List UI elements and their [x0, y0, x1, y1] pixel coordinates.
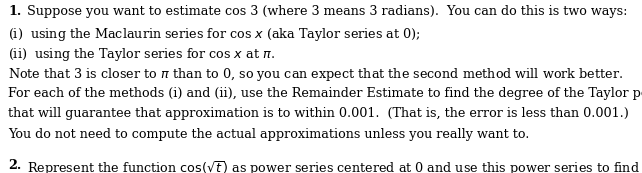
Text: You do not need to compute the actual approximations unless you really want to.: You do not need to compute the actual ap… [8, 128, 530, 141]
Text: Represent the function $\cos(\sqrt{t})$ as power series centered at 0 and use th: Represent the function $\cos(\sqrt{t})$ … [27, 159, 642, 173]
Text: (i)  using the Maclaurin series for cos $x$ (aka Taylor series at 0);: (i) using the Maclaurin series for cos $… [8, 26, 421, 43]
Text: Note that 3 is closer to $\pi$ than to 0, so you can expect that the second meth: Note that 3 is closer to $\pi$ than to 0… [8, 66, 623, 83]
Text: 2.: 2. [8, 159, 22, 172]
Text: (ii)  using the Taylor series for cos $x$ at $\pi$.: (ii) using the Taylor series for cos $x$… [8, 46, 275, 63]
Text: For each of the methods (i) and (ii), use the Remainder Estimate to find the deg: For each of the methods (i) and (ii), us… [8, 87, 642, 100]
Text: that will guarantee that approximation is to within 0.001.  (That is, the error : that will guarantee that approximation i… [8, 107, 629, 120]
Text: 1.: 1. [8, 5, 22, 18]
Text: Suppose you want to estimate cos 3 (where 3 means 3 radians).  You can do this i: Suppose you want to estimate cos 3 (wher… [27, 5, 627, 18]
